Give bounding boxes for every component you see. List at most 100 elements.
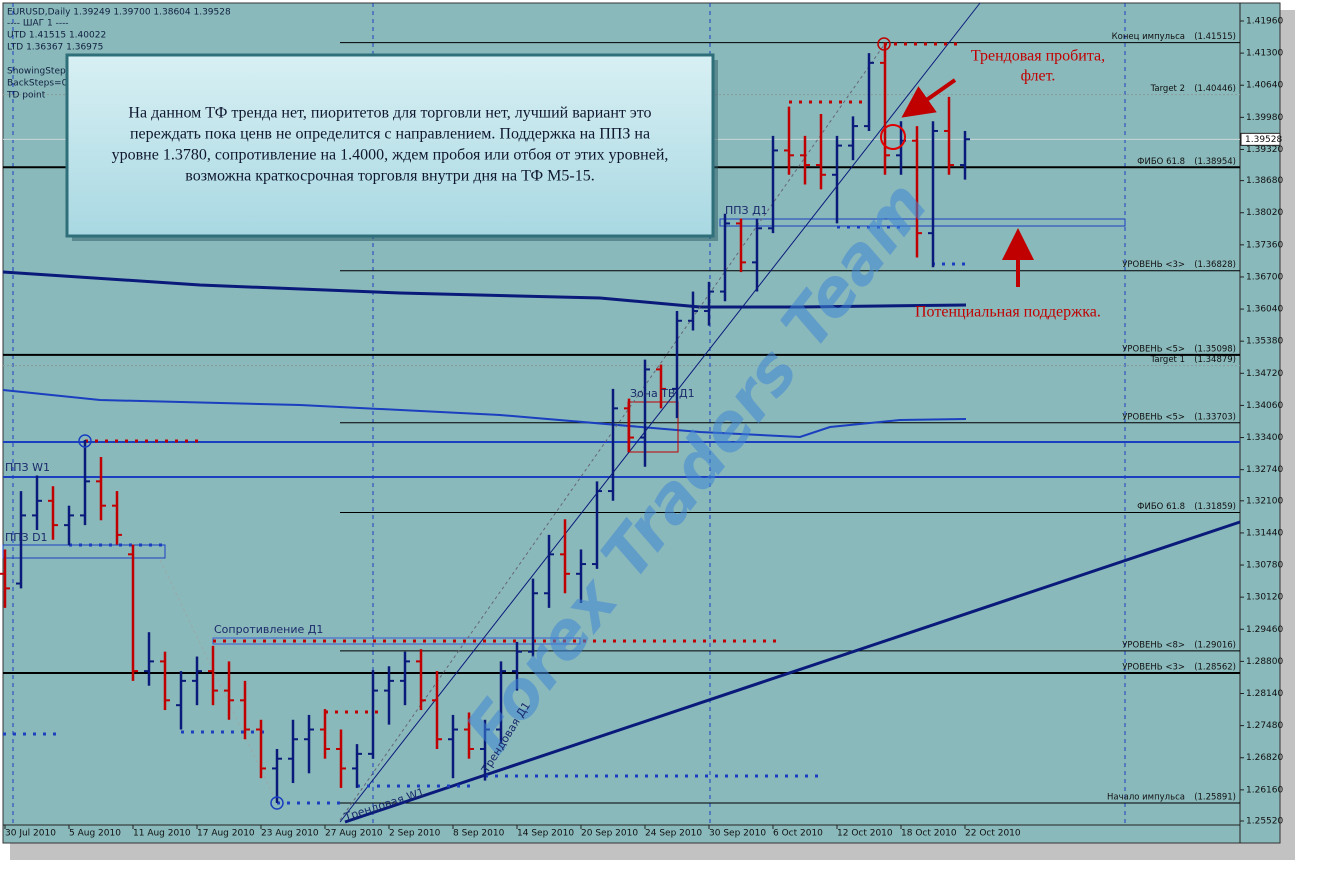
y-tick-label: 1.40640 — [1246, 81, 1283, 91]
level-value: (1.28562) — [1194, 662, 1236, 672]
x-tick-label: 8 Sep 2010 — [453, 829, 505, 839]
y-tick-label: 1.37360 — [1246, 240, 1283, 250]
y-tick-label: 1.32100 — [1246, 496, 1283, 506]
level-name: УРОВЕНЬ <3> — [1122, 662, 1185, 672]
trendline — [339, 2, 981, 823]
x-tick-label: 24 Sep 2010 — [645, 829, 702, 839]
x-tick-label: 18 Oct 2010 — [901, 829, 957, 839]
level-name: УРОВЕНЬ <5> — [1122, 344, 1185, 354]
level-name: Target 2 — [1150, 84, 1185, 94]
zone-label: ППЗ D1 — [5, 531, 48, 544]
y-tick-label: 1.32740 — [1246, 465, 1283, 475]
x-tick-label: 20 Sep 2010 — [581, 829, 638, 839]
zone-label: Зона ТВ Д1 — [630, 387, 695, 400]
zone-label: ППЗ Д1 — [725, 204, 768, 217]
y-tick-label: 1.25520 — [1246, 817, 1283, 827]
y-tick-label: 1.28800 — [1246, 657, 1283, 667]
x-tick-label: 12 Oct 2010 — [837, 829, 893, 839]
header-info: EURUSD,Daily 1.39249 1.39700 1.38604 1.3… — [7, 8, 231, 18]
fractal-dots — [3, 42, 970, 805]
header-info: ShowingSteps= — [7, 67, 78, 77]
y-tick-label: 1.30120 — [1246, 593, 1283, 603]
x-tick-label: 23 Aug 2010 — [261, 829, 319, 839]
level-name: УРОВЕНЬ <5> — [1122, 412, 1185, 422]
y-tick-label: 1.31440 — [1246, 528, 1283, 538]
level-value: (1.29016) — [1194, 640, 1236, 650]
x-tick-label: 2 Sep 2010 — [389, 829, 441, 839]
x-tick-label: 17 Aug 2010 — [197, 829, 255, 839]
y-tick-label: 1.27480 — [1246, 721, 1283, 731]
annotation-text: уровне 1.3780, сопротивление на 1.4000, … — [112, 147, 669, 164]
level-value: (1.33703) — [1194, 412, 1236, 422]
zone-box — [2, 544, 166, 559]
x-tick-label: 30 Sep 2010 — [709, 829, 766, 839]
y-tick-label: 1.30780 — [1246, 561, 1283, 571]
current-price-box — [1240, 132, 1281, 146]
y-tick-label: 1.28140 — [1246, 689, 1283, 699]
current-price-label: 1.39528 — [1245, 135, 1282, 145]
y-tick-label: 1.26820 — [1246, 753, 1283, 763]
level-value: (1.38954) — [1194, 157, 1236, 167]
y-tick-label: 1.38680 — [1246, 176, 1283, 186]
level-value: (1.36828) — [1194, 260, 1236, 270]
y-tick-label: 1.34720 — [1246, 369, 1283, 379]
y-tick-label: 1.36700 — [1246, 272, 1283, 282]
header-info: UTD 1.41515 1.40022 — [7, 31, 106, 41]
x-tick-label: 14 Sep 2010 — [517, 829, 574, 839]
annotation-text: возможна краткосрочная торговля внутри д… — [185, 168, 594, 185]
header-info: TD point — [6, 91, 46, 101]
y-tick-label: 1.41960 — [1246, 17, 1283, 27]
y-tick-label: 1.35380 — [1246, 337, 1283, 347]
x-tick-label: 22 Oct 2010 — [965, 829, 1021, 839]
x-tick-label: 30 Jul 2010 — [5, 829, 56, 839]
note-red: Потенциальная поддержка. — [915, 304, 1101, 321]
markers — [78, 37, 906, 810]
x-tick-label: 11 Aug 2010 — [133, 829, 191, 839]
level-value: (1.41515) — [1194, 32, 1236, 42]
y-tick-label: 1.41300 — [1246, 49, 1283, 59]
ma-line — [2, 270, 967, 309]
header-info: LTD 1.36367 1.36975 — [7, 43, 103, 53]
trendline — [159, 559, 278, 804]
bars — [0, 42, 970, 803]
trendline — [339, 44, 885, 821]
note-red: флет. — [1021, 68, 1056, 85]
zone-box — [719, 218, 1126, 227]
y-tick-label: 1.36040 — [1246, 305, 1283, 315]
header-info: BackSteps=0 — [7, 79, 68, 89]
y-tick-label: 1.39980 — [1246, 113, 1283, 123]
ma-line — [2, 389, 967, 439]
level-value: (1.31859) — [1194, 502, 1236, 512]
y-tick-label: 1.38020 — [1246, 208, 1283, 218]
y-tick-label: 1.29460 — [1246, 625, 1283, 635]
x-tick-label: 5 Aug 2010 — [69, 829, 121, 839]
level-value: (1.35098) — [1194, 344, 1236, 354]
annotation-text: переждать пока ценв не определится с нап… — [130, 126, 650, 143]
level-name: Target 1 — [1150, 355, 1185, 365]
x-tick-label: 27 Aug 2010 — [325, 829, 383, 839]
y-tick-label: 1.39320 — [1246, 145, 1283, 155]
y-tick-label: 1.34060 — [1246, 401, 1283, 411]
y-tick-label: 1.26160 — [1246, 785, 1283, 795]
level-name: УРОВЕНЬ <3> — [1122, 260, 1185, 270]
annotation-box — [65, 53, 715, 238]
zone-label: Сопротивление Д1 — [214, 623, 323, 636]
level-name: Конец импульса — [1112, 32, 1185, 42]
axes: 1.41960 1.41300 1.40640 1.39980 1.39320 1.386… — [4, 17, 1283, 839]
arrow — [901, 78, 957, 118]
level-name: Начало импульса — [1107, 792, 1185, 802]
y-tick-label: 1.33400 — [1246, 433, 1283, 443]
level-name: ФИБО 61.8 — [1137, 157, 1185, 167]
level-value: (1.34879) — [1194, 355, 1236, 365]
level-name: ФИБО 61.8 — [1137, 502, 1185, 512]
level-name: УРОВЕНЬ <8> — [1122, 640, 1185, 650]
note-red: Трендовая пробита, — [971, 48, 1105, 65]
trendline — [344, 520, 1241, 824]
annotation-text: На данном ТФ тренда нет, пиоритетов для … — [128, 105, 651, 122]
level-value: (1.25891) — [1194, 792, 1236, 802]
header-info: ---- ШАГ 1 ---- — [7, 19, 69, 29]
level-value: (1.40446) — [1194, 84, 1236, 94]
zone-label: ППЗ W1 — [5, 461, 50, 474]
x-tick-label: 6 Oct 2010 — [773, 829, 823, 839]
